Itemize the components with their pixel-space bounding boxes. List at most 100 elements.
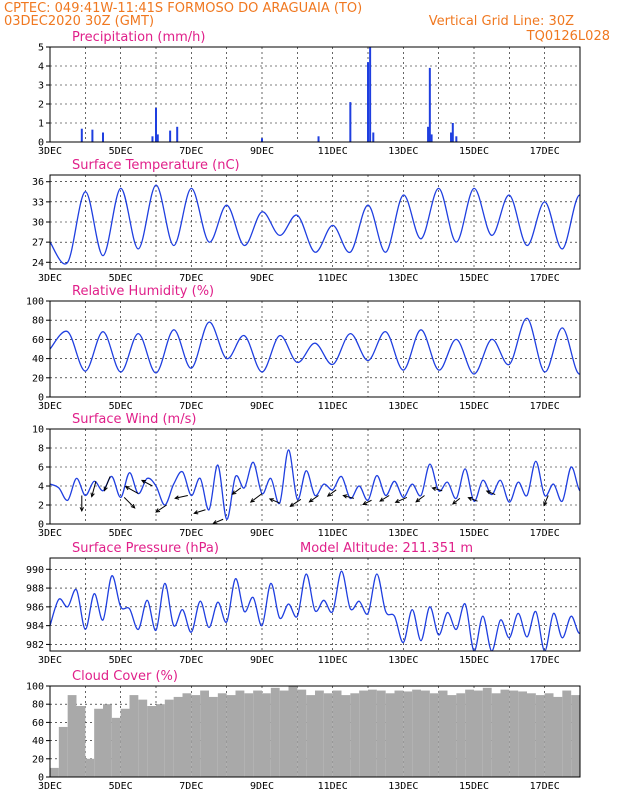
precip-bar [317,136,320,142]
precip-bar [151,136,154,142]
y-tick-label: 4 [38,62,44,73]
cloud-cover-bar [76,706,86,777]
y-tick-label: 40 [32,354,44,365]
wind-panel: Surface Wind (m/s) 0 2 4 6 8 10 3DEC 5DEC 7DEC 9D… [32,412,581,539]
cloud-cover-bar [111,717,121,777]
x-tick-label: 7DEC [179,273,203,284]
precip-bar [349,102,352,142]
x-tick-label: 9DEC [250,146,274,157]
cloud-cover-bar [341,695,351,777]
precip-bar [102,132,104,142]
x-tick-label: 3DEC [38,781,62,792]
y-tick-label: 5 [38,43,44,54]
pressure-title: Surface Pressure (hPa) [72,541,219,556]
header-grid-line: Vertical Grid Line: 30Z [429,14,574,29]
y-tick-label: 988 [26,584,44,595]
wind-arrow-head [140,479,146,484]
cloud-cover-bar [412,689,421,777]
precip-bar [176,126,179,142]
y-tick-label: 984 [26,621,44,632]
x-tick-label: 9DEC [250,655,274,666]
precip-bar [450,132,453,142]
wind-arrow-head [103,486,108,492]
cloud-cover-bar [421,690,430,777]
x-tick-label: 11DEC [318,528,348,539]
x-tick-label: 7DEC [179,655,203,666]
cloud-cover-bar [94,708,103,777]
humidity-title: Relative Humidity (%) [72,284,214,299]
x-tick-label: 15DEC [459,655,489,666]
cloud-cover-bar [147,706,156,777]
x-tick-label: 3DEC [38,655,62,666]
precip-bar [372,132,375,142]
cloud-cover-bar [376,690,386,777]
wind-arrow-head [543,501,548,507]
cloud-cover-bar [235,690,245,777]
x-tick-label: 13DEC [388,655,418,666]
wind-arrow-head [485,490,491,495]
wind-arrow [155,504,167,513]
x-tick-label: 11DEC [318,781,348,792]
cloud-cover-bar [465,689,474,777]
y-tick-label: 30 [32,218,44,229]
precip-bar [261,138,263,142]
x-tick-label: 17DEC [530,528,560,539]
cloud-cover-bar [253,690,262,777]
wind-arrow [379,495,390,502]
y-tick-label: 10 [32,425,44,436]
wind-arrow-head [289,502,295,507]
cloud-cover-bar [509,690,519,777]
precip-bar [428,67,431,142]
precip-bar [427,126,430,142]
press-frame [49,557,581,652]
cloud-cover-bar [50,767,59,777]
y-tick-label: 982 [26,640,44,651]
y-tick-label: 0 [38,138,44,149]
pressure-panel: Surface Pressure (hPa) Model Altitude: 2… [26,541,581,666]
wind-frame [49,428,581,525]
x-tick-label: 5DEC [109,146,133,157]
precip-bar [91,129,94,142]
header-date: 03DEC2020 30Z (GMT) [4,14,154,29]
y-tick-label: 24 [32,258,44,269]
cloud-cover-bar [182,693,192,777]
x-tick-label: 9DEC [250,781,274,792]
wind-arrow [343,495,354,499]
wind-arrow-head [124,486,130,491]
x-tick-label: 5DEC [109,655,133,666]
wind-arrow-head [467,496,473,501]
x-tick-label: 9DEC [250,273,274,284]
wind-arrow-head [193,510,199,515]
cloud-cover-bar [403,691,413,777]
y-tick-label: 0 [38,520,44,531]
wind-arrow-head [308,498,314,503]
precip-bar [169,130,172,142]
rh-series-line [50,317,580,375]
x-tick-label: 11DEC [318,273,348,284]
y-tick-label: 8 [38,444,44,455]
x-tick-label: 7DEC [179,528,203,539]
wind-arrow-head [130,503,136,509]
cloud-cover-bar [138,699,148,777]
precip-bar [80,128,83,142]
x-tick-label: 5DEC [109,528,133,539]
wind-arrow [309,495,319,503]
x-tick-label: 13DEC [388,401,418,412]
cloud-cover-bar [173,696,183,777]
x-tick-label: 17DEC [530,655,560,666]
x-tick-label: 15DEC [459,401,489,412]
x-tick-label: 9DEC [250,528,274,539]
y-tick-label: 2 [38,501,44,512]
cloud-cover-bar [129,695,139,777]
cloud-cover-bar [164,699,174,777]
x-tick-label: 17DEC [530,273,560,284]
cloud-frame [49,685,581,778]
x-tick-label: 17DEC [530,146,560,157]
precip-bar [451,123,454,142]
cloud-cover-bar [571,695,580,777]
y-tick-label: 3 [38,81,44,92]
x-tick-label: 11DEC [318,655,348,666]
wind-arrow [194,509,206,514]
y-tick-label: 0 [38,393,44,404]
